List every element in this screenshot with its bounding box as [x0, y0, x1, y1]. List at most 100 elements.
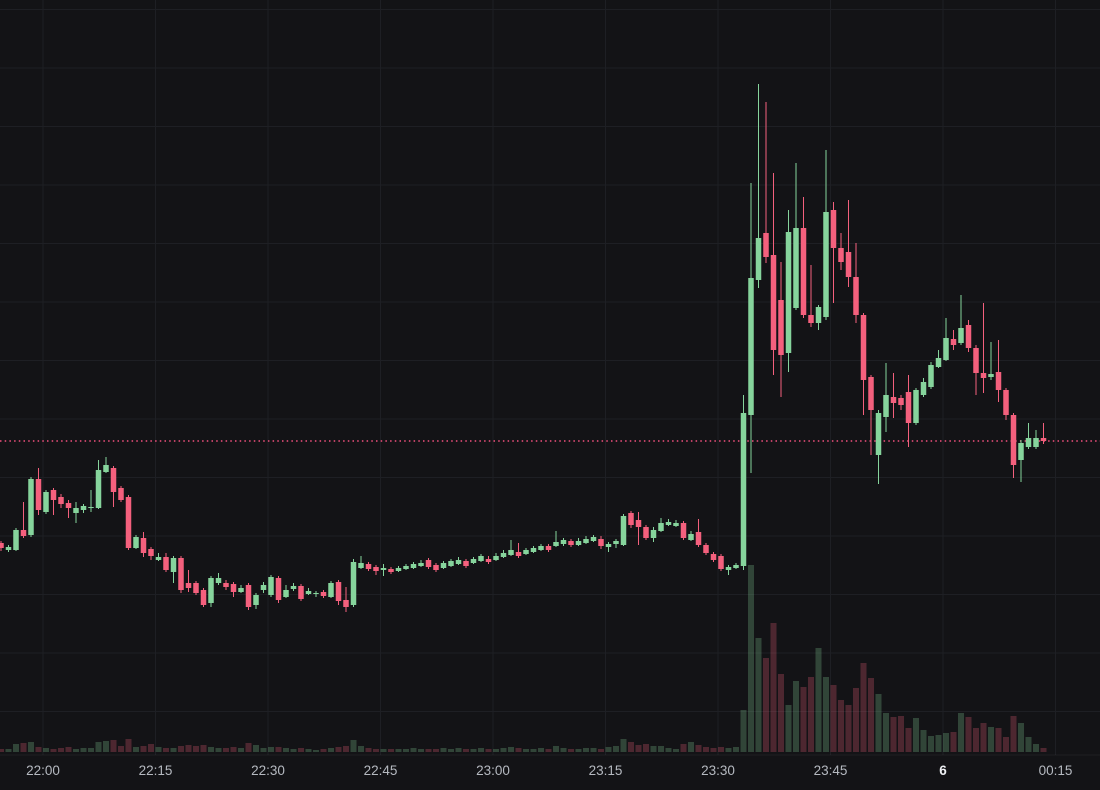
candle-up	[538, 546, 544, 550]
volume-bar	[223, 748, 229, 752]
candle-up	[95, 470, 102, 508]
volume-bar	[110, 740, 117, 752]
time-axis[interactable]: 22:00 22:15 22:30 22:45 23:00 23:15 23:30 23:45…	[26, 763, 1072, 778]
candle-up	[508, 550, 514, 555]
volume-bar	[590, 748, 597, 752]
candle-down	[335, 582, 342, 601]
time-tick-label: 6	[939, 763, 947, 778]
candle-down	[635, 520, 642, 527]
candle-up	[440, 563, 447, 568]
volume-bar	[980, 723, 987, 752]
candle-down	[485, 559, 492, 562]
volume-bar	[320, 749, 327, 752]
candle-down	[853, 277, 859, 315]
volume-bar	[553, 746, 559, 752]
volume-bar	[410, 748, 417, 752]
candle-up	[80, 506, 87, 510]
volume-bar	[335, 747, 342, 752]
volume-bar	[163, 748, 169, 752]
volume-bar	[965, 717, 972, 752]
candle-up	[665, 522, 672, 525]
volume-bar	[260, 748, 267, 752]
volume-bar	[740, 710, 747, 752]
volume-bar	[365, 748, 372, 752]
time-tick-label: 23:30	[701, 763, 735, 778]
volume-bar	[815, 648, 822, 752]
volume-bar	[703, 747, 709, 752]
candles-layer	[0, 84, 1047, 612]
volume-bar	[890, 717, 897, 752]
volume-bar	[28, 742, 34, 752]
candle-down	[185, 583, 192, 588]
candle-up	[260, 585, 267, 590]
candle-up	[613, 541, 619, 544]
volume-bar	[568, 749, 574, 752]
volume-bar	[860, 663, 867, 752]
volume-bar	[718, 747, 724, 752]
time-tick-label: 22:45	[364, 763, 398, 778]
candle-up	[328, 583, 334, 597]
volume-bar	[508, 747, 514, 752]
candle-up	[448, 561, 454, 566]
candle-up	[290, 586, 297, 589]
volume-bar	[125, 739, 132, 752]
volume-bar	[290, 749, 297, 752]
volume-bar	[313, 750, 319, 752]
candle-up	[658, 523, 664, 531]
volume-bar	[905, 728, 912, 752]
volume-bar	[253, 745, 259, 752]
candle-up	[5, 547, 12, 550]
volume-bar	[58, 748, 64, 752]
candle-up	[43, 492, 49, 512]
volume-bar	[395, 749, 402, 752]
candle-up	[418, 563, 424, 566]
candle-up	[943, 338, 949, 360]
volume-bar	[440, 748, 447, 752]
volume-bar	[778, 674, 784, 752]
time-tick-label: 22:15	[139, 763, 173, 778]
candle-down	[35, 479, 42, 510]
candle-up	[73, 508, 79, 513]
candle-down	[320, 592, 327, 596]
volume-bar	[298, 748, 304, 752]
time-tick-label: 23:45	[814, 763, 848, 778]
candle-down	[628, 513, 634, 525]
candle-up	[1025, 438, 1032, 447]
volume-bar	[793, 681, 799, 752]
candle-down	[50, 490, 57, 500]
volume-bar	[43, 748, 49, 752]
candle-down	[388, 569, 394, 572]
volume-bar	[493, 749, 499, 752]
candle-down	[898, 398, 904, 405]
volume-bar	[650, 746, 657, 752]
volume-bar	[148, 744, 154, 752]
volume-bar	[425, 749, 432, 752]
candle-up	[155, 557, 162, 560]
candle-up	[650, 530, 657, 538]
volume-bar	[448, 749, 454, 752]
volume-bar	[5, 749, 12, 752]
candle-up	[920, 382, 927, 395]
candle-down	[718, 556, 724, 569]
volume-bar	[898, 716, 904, 752]
volume-bar	[763, 658, 769, 752]
candle-up	[958, 328, 964, 343]
candle-down	[710, 554, 717, 560]
candle-down	[65, 503, 72, 508]
volume-bar	[988, 727, 994, 752]
candle-down	[1010, 415, 1017, 465]
volume-bar	[0, 749, 4, 752]
candle-up	[170, 558, 177, 572]
volume-bar	[943, 733, 949, 752]
volume-bar	[208, 747, 214, 752]
candle-up	[883, 395, 889, 417]
candle-up	[215, 578, 222, 583]
volume-layer	[0, 565, 1047, 752]
candle-up	[313, 593, 319, 594]
volume-bar	[575, 749, 582, 752]
candle-down	[778, 300, 784, 355]
volume-bar	[1018, 723, 1024, 752]
volume-bar	[830, 685, 837, 752]
volume-bar	[230, 747, 237, 752]
